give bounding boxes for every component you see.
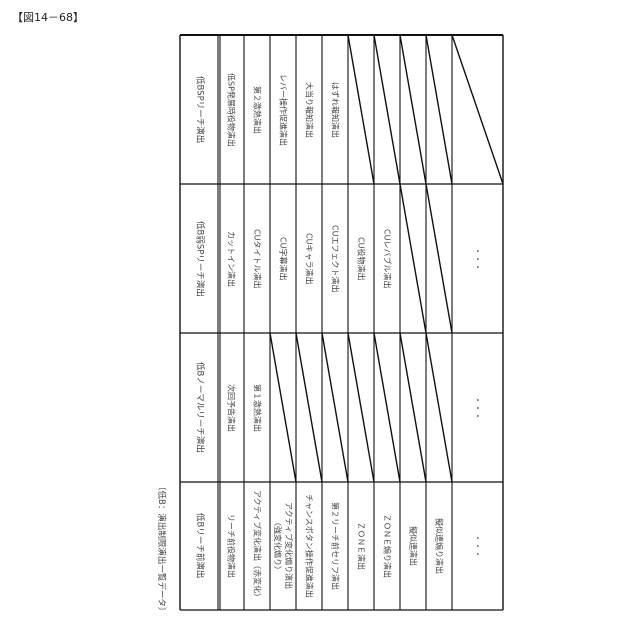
empty-cell-slash <box>400 184 426 333</box>
section-header: 低BSPリーチ演出 <box>180 35 218 184</box>
effect-cell: CUキャラ演出 <box>296 184 322 333</box>
effect-cell: 第１激熱演出 <box>244 333 270 482</box>
document-page: 【図14－68】 〔低B：演出制限演出一覧データ〕 低BSPリーチ演出低SP発展… <box>0 0 640 640</box>
effect-cell: 第２リーチ前セリフ演出 <box>322 482 348 610</box>
effect-cell: はずれ報知演出 <box>322 35 348 184</box>
effect-cell: リーチ前役物演出 <box>218 482 244 610</box>
empty-cell-slash <box>270 333 296 482</box>
empty-cell-slash <box>296 333 322 482</box>
effect-cell: 擬似連演出 <box>400 482 426 610</box>
effect-cell: カットイン演出 <box>218 184 244 333</box>
empty-cell-slash <box>400 35 426 184</box>
effect-cell: CU字幕演出 <box>270 184 296 333</box>
section-header: 低Bリーチ前演出 <box>180 482 218 610</box>
effect-cell: 次回予告演出 <box>218 333 244 482</box>
empty-cell-slash <box>348 333 374 482</box>
effect-cell: ＺＯＮＥ煽り演出 <box>374 482 400 610</box>
effect-cell: CUエフェクト演出 <box>322 184 348 333</box>
effect-cell: 第２激熱演出 <box>244 35 270 184</box>
effect-cell: アクティブ変化演出（赤変化） <box>244 482 270 610</box>
effect-cell: ＺＯＮＥ演出 <box>348 482 374 610</box>
effect-cell: アクティブ変化煽り演出 （強変化煽り） <box>270 482 296 610</box>
empty-cell-slash <box>426 184 452 333</box>
effect-cell: ・・・ <box>452 333 503 482</box>
empty-cell-slash <box>348 35 374 184</box>
effect-cell: レバー操作促進演出 <box>270 35 296 184</box>
empty-cell-slash <box>452 35 503 184</box>
empty-cell-slash <box>374 333 400 482</box>
empty-cell-slash <box>426 333 452 482</box>
effect-cell: CUレバブル演出 <box>374 184 400 333</box>
empty-cell-slash <box>374 35 400 184</box>
effect-cell: ・・・ <box>452 184 503 333</box>
section-header: 低Bノーマルリーチ演出 <box>180 333 218 482</box>
section-header: 低B弱SPリーチ演出 <box>180 184 218 333</box>
effect-cell: チャンスボタン操作促進演出 <box>296 482 322 610</box>
effect-cell: CU役物演出 <box>348 184 374 333</box>
empty-cell-slash <box>426 35 452 184</box>
effect-cell: ・・・ <box>452 482 503 610</box>
effect-cell: CUタイトル演出 <box>244 184 270 333</box>
effect-cell: 擬似連煽り演出 <box>426 482 452 610</box>
empty-cell-slash <box>322 333 348 482</box>
empty-cell-slash <box>400 333 426 482</box>
effect-cell: 大当り報知演出 <box>296 35 322 184</box>
effect-cell: 低SP発展時役物演出 <box>218 35 244 184</box>
